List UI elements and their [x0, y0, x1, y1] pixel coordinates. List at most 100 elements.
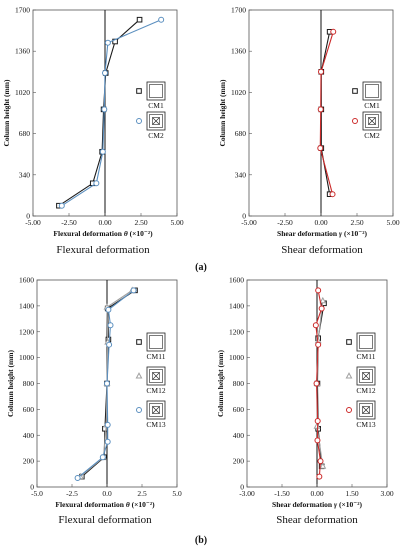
x-tick-label: -2.5 [66, 489, 78, 498]
data-point [104, 421, 111, 428]
series-CM13 [74, 287, 137, 481]
specimen-icon [146, 332, 166, 352]
y-tick-label: 1700 [15, 6, 30, 15]
legend-label: CM12 [356, 386, 375, 395]
panel-label-a: (a) [195, 262, 207, 273]
legend: CM1 CM2 [352, 81, 382, 140]
x-tick-label: 2.50 [134, 218, 147, 227]
data-point [313, 422, 321, 429]
y-axis-label: Column height (mm) [2, 79, 11, 147]
data-point [130, 287, 137, 294]
legend: CM11 CM12 CM13 [345, 332, 376, 429]
y-tick-label: 1000 [229, 353, 244, 362]
specimen-icon-inner [149, 335, 163, 349]
series-CM2 [58, 16, 165, 209]
series-CM1 [56, 16, 143, 209]
chart-panel-1: -5.00 -2.50 0.00 2.50 5.00 0 340 680 1020 1360 170… [2, 6, 184, 257]
legend-label: CM2 [148, 131, 164, 140]
data-point [104, 380, 110, 387]
legend-label: CM2 [364, 131, 380, 140]
x-tick-label: 5.00 [386, 218, 399, 227]
specimen-icon-inner [365, 84, 379, 98]
legend-marker [346, 407, 352, 413]
x-tick-label: 5.0 [172, 489, 182, 498]
data-point [74, 474, 81, 481]
y-tick-label: 680 [235, 129, 247, 138]
legend-label: CM13 [146, 420, 165, 429]
y-tick-label: 340 [235, 170, 247, 179]
data-point [158, 16, 165, 23]
chart-panel-2: -5.00 -2.50 0.00 2.50 5.00 0 340 680 1020 1360 170… [218, 6, 400, 257]
legend-marker [136, 118, 142, 124]
y-tick-label: 1600 [229, 276, 244, 285]
y-tick-label: 1400 [229, 301, 244, 310]
y-tick-label: 1700 [231, 6, 246, 15]
specimen-icon-core [152, 372, 160, 380]
data-point [106, 341, 113, 348]
specimen-icon-inner [359, 369, 373, 383]
x-tick-label: 2.50 [350, 218, 363, 227]
y-axis-label: Column height (mm) [6, 349, 15, 417]
legend-label: CM1 [148, 101, 164, 110]
y-tick-label: 1020 [15, 88, 30, 97]
specimen-icon-core [362, 372, 370, 380]
y-tick-label: 1000 [19, 353, 34, 362]
x-axis-label: Flexural deformation θ (×10⁻²) [55, 500, 155, 509]
y-tick-label: 0 [30, 483, 34, 492]
y-tick-label: 800 [233, 379, 245, 388]
x-tick-label: 0.00 [98, 218, 111, 227]
x-axis-label: Flexural deformation θ (×10⁻²) [53, 229, 153, 238]
specimen-icon-inner [359, 403, 373, 417]
data-point [319, 462, 327, 469]
x-tick-label: -2.50 [277, 218, 293, 227]
specimen-icon-inner [149, 84, 163, 98]
data-point [329, 191, 336, 198]
y-tick-label: 400 [233, 431, 245, 440]
legend-marker [136, 88, 142, 94]
panel-label-b: (b) [195, 535, 207, 546]
x-tick-label: -2.50 [61, 218, 77, 227]
data-point [93, 180, 100, 187]
legend-marker [136, 339, 142, 345]
specimen-icon-inner [359, 335, 373, 349]
legend-marker [352, 88, 358, 94]
y-tick-label: 0 [240, 483, 244, 492]
y-tick-label: 0 [242, 212, 246, 221]
data-point [105, 306, 112, 313]
legend-label: CM11 [357, 352, 376, 361]
data-point [99, 454, 106, 461]
specimen-icon-cross [368, 117, 376, 125]
y-tick-label: 200 [233, 457, 245, 466]
specimen-icon [146, 81, 166, 101]
data-point [313, 380, 320, 387]
series-line [58, 19, 140, 207]
y-tick-label: 1200 [229, 327, 244, 336]
specimen-icon-core [152, 406, 160, 414]
y-tick-label: 800 [23, 379, 35, 388]
specimen-icon-core [152, 117, 160, 125]
x-tick-label: 5.00 [170, 218, 183, 227]
specimen-icon-core [362, 406, 370, 414]
specimen-icon-inner [149, 369, 163, 383]
x-tick-label: -5.00 [25, 218, 41, 227]
data-point [314, 437, 321, 444]
specimen-icon [356, 332, 376, 352]
x-tick-label: -1.50 [274, 489, 290, 498]
y-axis-label: Column height (mm) [218, 79, 227, 147]
series-CM2 [317, 28, 337, 198]
y-tick-label: 1020 [231, 88, 246, 97]
y-axis-label: Column height (mm) [216, 349, 225, 417]
legend: CM11 CM12 CM13 [135, 332, 166, 429]
x-tick-label: 3.00 [380, 489, 393, 498]
specimen-icon-cross [362, 406, 370, 414]
data-point [314, 418, 321, 425]
data-point [318, 305, 325, 312]
legend-marker [346, 339, 352, 345]
data-point [102, 70, 108, 77]
series-CM13 [312, 287, 325, 480]
data-point [101, 106, 108, 113]
data-point [330, 28, 337, 35]
x-tick-label: -5.00 [241, 218, 257, 227]
y-tick-label: 600 [23, 405, 35, 414]
